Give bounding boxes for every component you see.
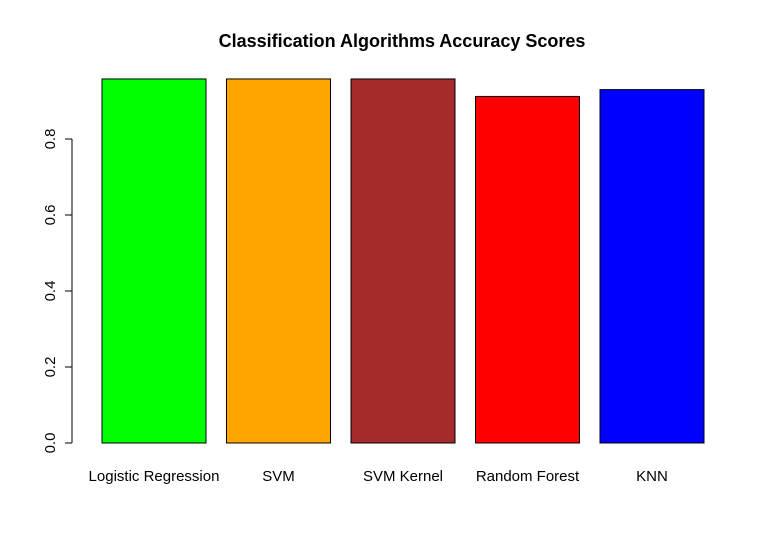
y-tick-label: 0.4: [42, 281, 59, 302]
bar: [101, 78, 207, 444]
y-tick-label: 0.6: [42, 205, 59, 226]
bar: [226, 78, 331, 444]
bar: [599, 89, 705, 444]
x-category-label: SVM: [262, 468, 295, 485]
x-category-label: SVM Kernel: [363, 468, 443, 485]
bar: [475, 95, 580, 444]
bar: [350, 78, 456, 444]
x-category-label: Random Forest: [476, 468, 580, 485]
x-category-label: Logistic Regression: [89, 468, 220, 485]
x-category-label: KNN: [636, 468, 668, 485]
bars: [101, 78, 705, 444]
y-axis: 0.0 0.2 0.4 0.6 0.8: [42, 129, 73, 454]
y-tick-label: 0.8: [42, 129, 59, 150]
y-tick-label: 0.0: [42, 433, 59, 454]
chart-title: Classification Algorithms Accuracy Score…: [219, 31, 586, 51]
y-tick-label: 0.2: [42, 357, 59, 378]
x-axis-labels: Logistic Regression SVM SVM Kernel Random F…: [89, 468, 668, 485]
